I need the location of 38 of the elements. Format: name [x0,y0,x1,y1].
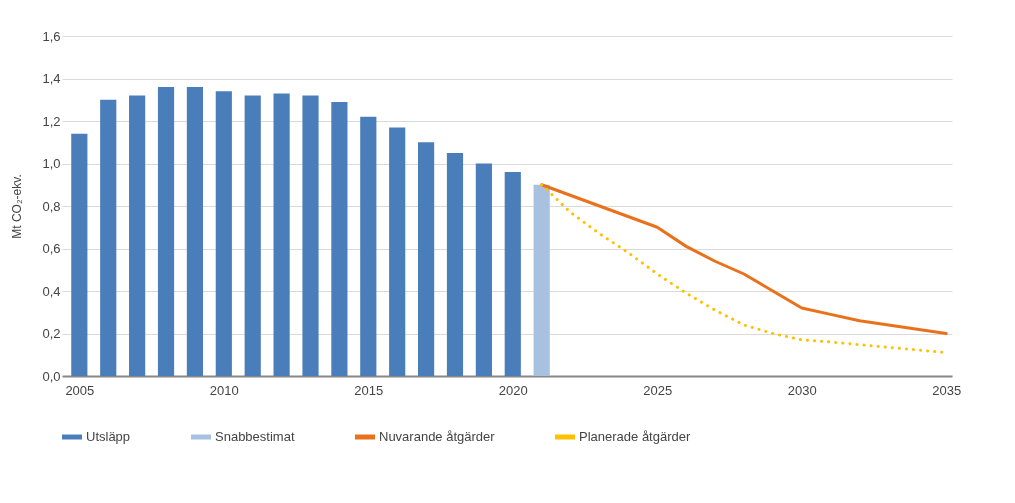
x-tick-label: 2015 [354,382,384,398]
x-tick-label: 2035 [932,382,962,398]
y-tick-label: 0,0 [42,368,61,384]
y-tick-label: 1,0 [42,156,61,171]
x-tick-label: 2010 [209,382,239,398]
y-tick-label: 1,2 [42,113,61,129]
y-tick-label: 0,6 [42,241,61,256]
bar [418,142,435,376]
bar [100,99,117,376]
bar [331,101,348,376]
bar [446,152,464,376]
y-tick-label: 1,4 [42,71,61,86]
x-tick-label: 2005 [65,382,95,398]
x-tick-label: 2025 [643,382,673,398]
y-tick-label: 0,2 [42,326,61,341]
bar [273,93,290,376]
bar [157,87,175,376]
bar [129,95,146,376]
x-tick-label: 2020 [498,382,528,398]
x-tick-label: 2030 [787,382,817,398]
y-tick-label: 0,4 [42,283,61,299]
legend-label: Planerade åtgärder [579,429,691,444]
bar [533,184,550,376]
y-tick-label: 1,6 [42,28,61,44]
bar [360,116,377,376]
y-tick-label: 0,8 [42,198,61,214]
bar [302,95,319,376]
legend-label: Snabbestimat [215,429,295,444]
bar [215,91,232,376]
legend-label: Nuvarande åtgärder [379,429,496,444]
bar [389,127,406,376]
bar [504,172,521,376]
bar [186,87,204,376]
bar [71,133,88,376]
bar [475,163,492,376]
bar [244,95,261,376]
legend-label: Utsläpp [86,429,131,444]
y-axis-title: Mt CO₂-ekv. [10,174,25,239]
